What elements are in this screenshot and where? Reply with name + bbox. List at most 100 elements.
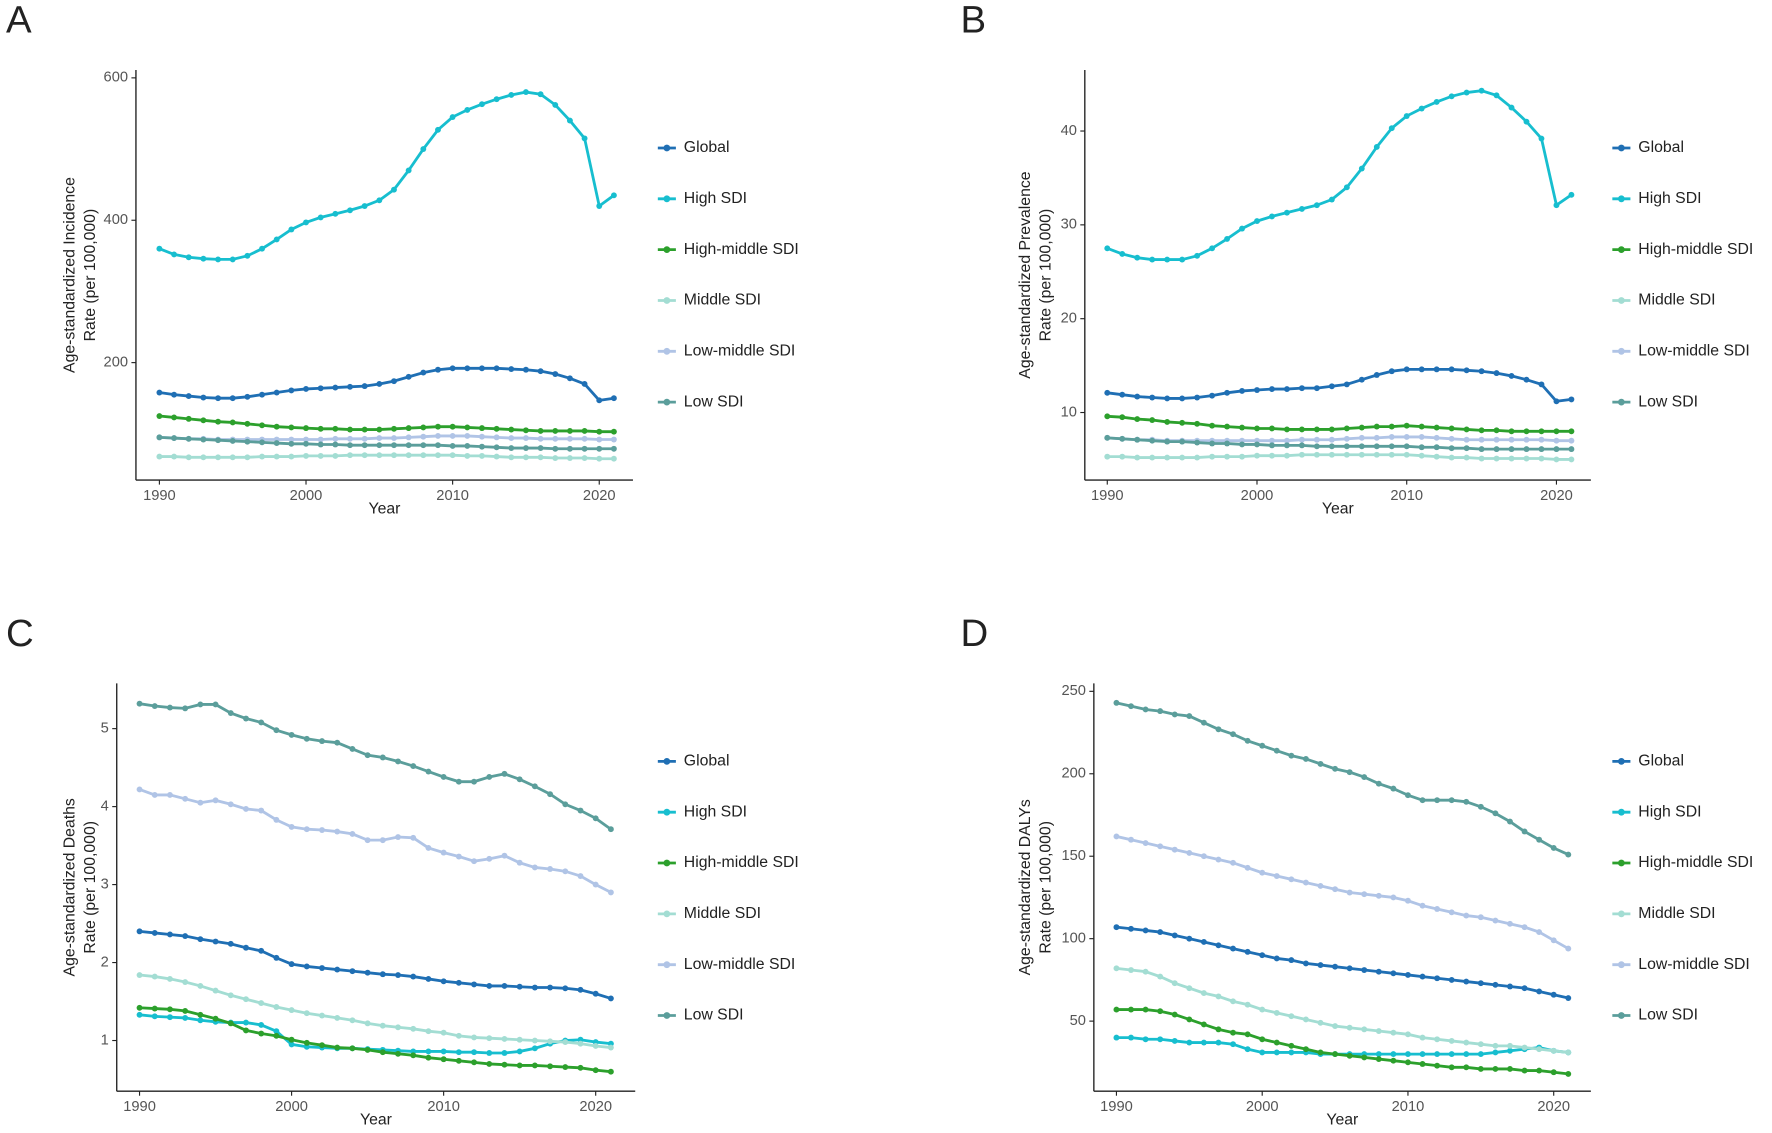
data-point — [1418, 433, 1425, 440]
data-point — [1302, 756, 1309, 762]
data-point — [1390, 785, 1397, 792]
data-point — [1538, 428, 1545, 435]
data-point — [182, 795, 189, 802]
data-point — [449, 365, 456, 372]
data-point — [464, 424, 471, 431]
data-point — [1215, 942, 1222, 949]
data-point — [1149, 437, 1156, 444]
data-point — [486, 774, 493, 780]
series-line — [1107, 453, 1572, 461]
data-point — [1493, 446, 1500, 453]
data-point — [227, 992, 234, 999]
data-point — [229, 419, 236, 426]
data-point — [1209, 245, 1216, 252]
data-point — [1390, 1051, 1397, 1058]
x-axis-title: Year — [368, 501, 400, 518]
data-point — [227, 801, 234, 808]
data-point — [1568, 446, 1575, 453]
panel: A 200 400 600 1990 2000 2010 2020 Year Age-standa… — [6, 0, 799, 518]
data-point — [501, 1050, 508, 1056]
data-point — [151, 929, 158, 936]
data-point — [361, 435, 368, 442]
data-point — [1477, 980, 1484, 987]
data-point — [243, 1027, 249, 1034]
data-point — [1142, 1006, 1149, 1013]
data-point — [1553, 446, 1560, 453]
data-point — [1186, 849, 1193, 856]
data-point — [182, 979, 189, 985]
data-point — [1418, 105, 1425, 112]
data-point — [1538, 436, 1545, 443]
data-point — [1538, 135, 1545, 142]
data-point — [1317, 760, 1324, 767]
data-point — [182, 705, 189, 712]
data-point — [1157, 708, 1164, 715]
data-point — [349, 1045, 356, 1052]
data-point — [167, 704, 173, 711]
data-point — [288, 1036, 295, 1043]
data-point — [420, 452, 427, 459]
data-point — [1298, 451, 1305, 458]
data-point — [1113, 833, 1120, 840]
data-point — [1463, 912, 1470, 919]
data-point — [537, 435, 544, 442]
data-point — [1119, 251, 1126, 257]
data-point — [1200, 719, 1207, 726]
legend-dot — [663, 246, 671, 254]
data-point — [1288, 752, 1295, 759]
data-point — [1463, 1051, 1470, 1058]
series-line — [139, 973, 612, 1049]
data-point — [1224, 389, 1230, 396]
data-point — [1119, 414, 1126, 421]
data-point — [1298, 205, 1305, 212]
data-point — [227, 710, 234, 716]
data-point — [1375, 1056, 1382, 1062]
data-point — [405, 425, 412, 432]
data-point — [1149, 394, 1156, 401]
data-point — [486, 983, 493, 989]
data-point — [391, 425, 397, 432]
data-point — [379, 837, 386, 844]
data-point — [1104, 389, 1111, 396]
data-point — [1565, 1070, 1572, 1077]
data-point — [258, 807, 265, 814]
data-point — [471, 1034, 477, 1041]
data-point — [1244, 737, 1251, 744]
legend-label: High SDI — [1638, 190, 1701, 207]
data-point — [273, 1004, 280, 1010]
series-line — [159, 414, 614, 434]
data-point — [1273, 873, 1280, 879]
data-point — [185, 415, 192, 422]
data-point — [182, 933, 189, 939]
data-point — [1186, 1039, 1193, 1046]
data-point — [288, 387, 295, 394]
data-point — [1463, 798, 1470, 805]
data-point — [420, 442, 427, 449]
data-point — [607, 1044, 614, 1051]
data-point — [420, 146, 427, 152]
data-point — [1254, 425, 1260, 432]
data-point — [1244, 1046, 1251, 1053]
data-point — [440, 1048, 447, 1055]
data-point — [1215, 993, 1222, 1000]
data-point — [1209, 453, 1216, 460]
y-tick-label: 50 — [1070, 1013, 1086, 1029]
panel: C 1 2 3 4 5 1990 2000 2010 2020 Year Age-standardiz… — [6, 612, 799, 1129]
data-point — [364, 1046, 371, 1053]
data-point — [1405, 1051, 1411, 1058]
data-point — [288, 1007, 295, 1014]
x-tick-label: 2010 — [427, 1099, 460, 1115]
data-point — [531, 984, 538, 991]
data-point — [273, 423, 280, 430]
data-point — [258, 719, 265, 726]
data-point — [347, 452, 353, 459]
data-point — [1434, 1062, 1441, 1069]
data-point — [395, 1024, 401, 1031]
data-point — [592, 990, 599, 997]
data-point — [156, 389, 163, 396]
legend-dot — [663, 808, 671, 816]
x-tick-label: 2020 — [1537, 1099, 1570, 1115]
data-point — [1284, 442, 1290, 449]
data-point — [508, 445, 515, 451]
